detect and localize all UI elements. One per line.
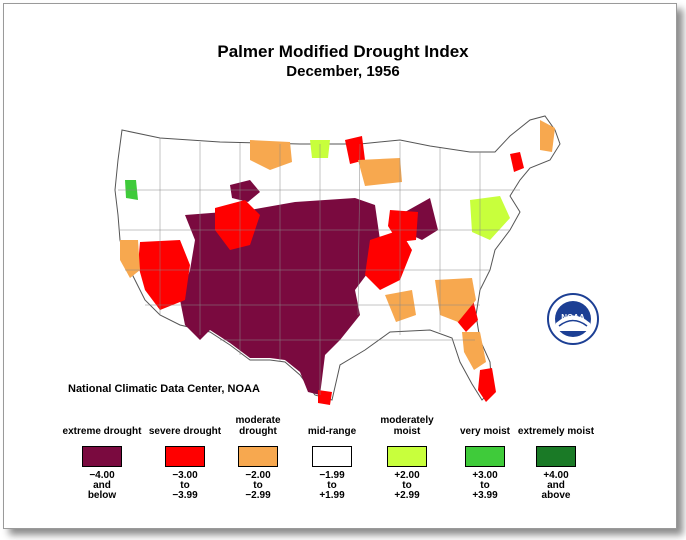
region-moderate-minnesota	[358, 158, 402, 186]
region-extreme-northwest	[230, 180, 260, 202]
legend-item-1: severe drought −3.00 to −3.99	[145, 413, 225, 501]
map-title: Palmer Modified Drought Index	[217, 42, 469, 61]
region-severe-newyork	[510, 152, 524, 172]
region-moderate-montana	[250, 140, 292, 170]
noaa-logo: NOAA	[547, 293, 599, 345]
legend-range: +3.00 to +3.99	[472, 470, 498, 501]
legend-swatch	[536, 446, 576, 467]
legend-item-6: extremely moist +4.00 and above	[516, 413, 596, 501]
region-moderate-california	[120, 240, 140, 278]
legend-swatch	[238, 446, 278, 467]
noaa-logo-text: NOAA	[561, 313, 585, 322]
source-credit: National Climatic Data Center, NOAA	[68, 383, 260, 395]
map-subtitle: December, 1956	[286, 63, 400, 80]
legend-range: −4.00 and below	[87, 470, 117, 501]
legend-range: −2.00 to −2.99	[245, 470, 271, 501]
region-severe-florida	[478, 368, 496, 402]
legend-item-5: very moist +3.00 to +3.99	[445, 413, 525, 501]
legend-label: extreme drought	[62, 426, 142, 437]
legend-item-4: moderately moist +2.00 to +2.99	[367, 413, 447, 501]
legend-range: +4.00 and above	[541, 470, 571, 501]
legend-label: severe drought	[148, 426, 222, 437]
legend-range: +2.00 to +2.99	[394, 470, 420, 501]
legend-item-0: extreme drought −4.00 and below	[62, 413, 142, 501]
legend-swatch	[465, 446, 505, 467]
legend-swatch	[387, 446, 427, 467]
region-moderate-arkansas	[385, 290, 416, 322]
legend-range: −3.00 to −3.99	[172, 470, 198, 501]
legend-label: very moist	[459, 426, 511, 437]
region-severe-utah	[215, 200, 260, 250]
region-moderate-florida	[462, 332, 486, 370]
legend-label: mid-range	[307, 426, 357, 437]
legend-item-3: mid-range −1.99 to +1.99	[292, 413, 372, 501]
legend-label: extremely moist	[517, 426, 595, 437]
legend-swatch	[165, 446, 205, 467]
legend-label: moderate drought	[235, 415, 281, 437]
legend-swatch	[312, 446, 352, 467]
region-severe-texas-coast	[318, 390, 332, 405]
legend-range: −1.99 to +1.99	[319, 470, 345, 501]
climate-division-lines	[118, 138, 520, 395]
region-severe-arizona	[138, 240, 190, 310]
region-moderate-maine	[540, 120, 555, 152]
region-moderate-southeast	[435, 278, 476, 322]
us-drought-map	[114, 115, 561, 405]
legend-label: moderately moist	[380, 415, 434, 437]
legend-swatch	[82, 446, 122, 467]
legend-item-2: moderate drought −2.00 to −2.99	[218, 413, 298, 501]
region-severe-illinois	[388, 210, 418, 242]
